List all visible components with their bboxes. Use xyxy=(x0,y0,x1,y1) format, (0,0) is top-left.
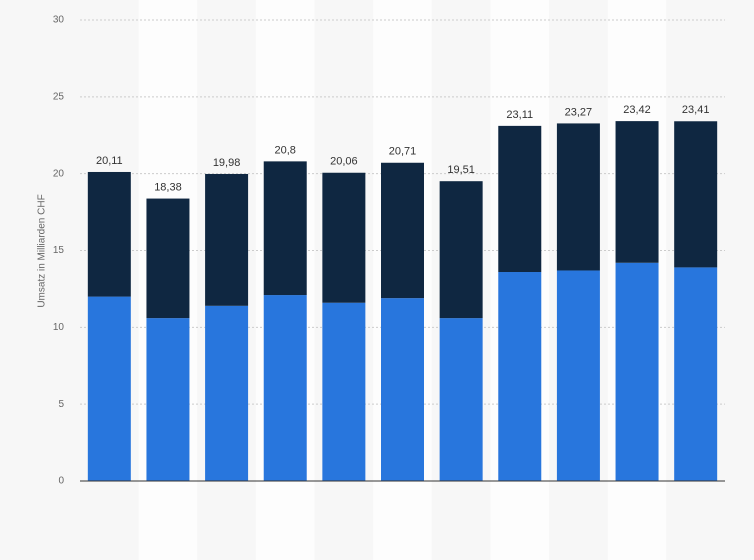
y-tick-label: 10 xyxy=(53,322,65,333)
total-label: 20,06 xyxy=(330,156,358,168)
y-axis-label: Umsatz in Milliarden CHF xyxy=(37,194,48,307)
total-label: 23,27 xyxy=(565,106,593,118)
total-label: 20,8 xyxy=(275,144,296,156)
total-label: 23,42 xyxy=(623,104,651,116)
bar-segment xyxy=(381,162,424,299)
bar-segment xyxy=(146,318,190,481)
bar-segment xyxy=(674,121,718,268)
bar-segment xyxy=(205,305,249,481)
bar-segment xyxy=(205,173,249,306)
bar-segment xyxy=(146,198,190,319)
bar-segment xyxy=(322,302,366,481)
bar-segment xyxy=(381,298,424,481)
y-tick-label: 25 xyxy=(53,91,65,102)
bar-segment xyxy=(263,295,307,481)
bar-segment xyxy=(322,172,366,303)
total-label: 20,71 xyxy=(389,146,417,158)
total-label: 23,11 xyxy=(506,109,533,121)
total-label: 18,38 xyxy=(154,181,182,193)
bar-segment xyxy=(615,262,659,481)
bar-segment xyxy=(556,270,600,481)
total-label: 23,41 xyxy=(682,104,710,116)
bar-segment xyxy=(498,272,542,481)
y-tick-label: 30 xyxy=(53,15,65,26)
total-label: 20,11 xyxy=(96,155,123,167)
bar-segment xyxy=(87,296,131,481)
total-label: 19,51 xyxy=(447,164,475,176)
bar-segment xyxy=(498,125,542,273)
bar-segment xyxy=(439,181,483,319)
bar-segment xyxy=(556,123,600,271)
y-tick-label: 5 xyxy=(58,399,64,410)
total-label: 19,98 xyxy=(213,157,241,169)
bar-segment xyxy=(615,121,659,263)
y-tick-label: 20 xyxy=(53,168,65,179)
bar-segment xyxy=(87,171,131,297)
y-tick-label: 15 xyxy=(53,245,65,256)
bar-segment xyxy=(263,161,307,296)
bar-segment xyxy=(439,318,483,481)
bar-segment xyxy=(674,267,718,481)
y-tick-label: 0 xyxy=(58,476,64,487)
